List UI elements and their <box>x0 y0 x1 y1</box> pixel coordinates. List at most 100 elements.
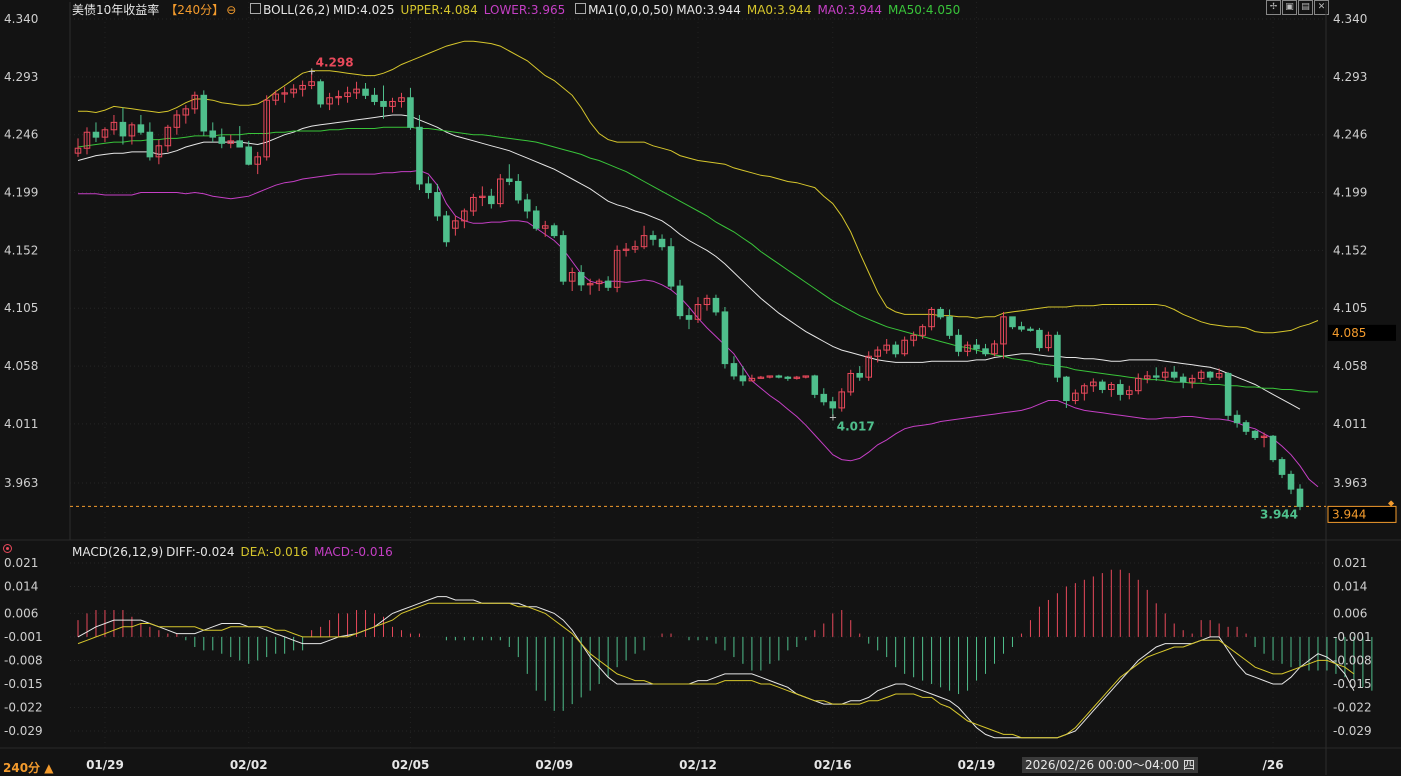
candle-body <box>559 235 567 282</box>
candle-body <box>1027 328 1034 331</box>
candle-body <box>1045 334 1052 349</box>
boll-mid: MID:4.025 <box>333 3 395 17</box>
candle-body <box>964 344 971 352</box>
macd-label: MACD(26,12,9) <box>72 545 164 559</box>
candle <box>236 126 244 148</box>
candle-body <box>973 344 980 350</box>
candle-body <box>182 108 190 116</box>
candle <box>739 366 747 386</box>
candle <box>712 294 720 316</box>
candle-body <box>389 100 396 107</box>
candle <box>1117 379 1124 401</box>
upper-price-tag-text: 4.085 <box>1332 326 1366 340</box>
candle <box>317 79 324 108</box>
candle <box>694 297 702 323</box>
candle-body <box>1099 381 1106 390</box>
candle-body <box>479 195 486 198</box>
ma1-label: MA1(0,0,0,50) <box>588 3 674 17</box>
candle <box>353 81 360 99</box>
candle <box>200 90 208 136</box>
candle-body <box>1000 316 1007 345</box>
period-tag[interactable]: 【240分】 <box>165 3 225 17</box>
candle <box>1233 410 1241 428</box>
candle <box>640 225 648 250</box>
candle-body <box>164 126 172 147</box>
crosshair-time-text: 2026/02/26 00:00～04:00 四 <box>1025 758 1195 772</box>
ma50-value: MA50:4.050 <box>888 3 961 17</box>
candle <box>155 139 163 165</box>
candle-body <box>919 326 926 336</box>
candle-body <box>443 215 450 243</box>
boll-toggle-icon[interactable] <box>250 3 262 14</box>
candle <box>506 164 513 186</box>
period-selector[interactable]: 240分 ▲ <box>3 759 53 776</box>
candle <box>218 128 226 149</box>
candle <box>667 238 675 290</box>
candle <box>497 174 504 208</box>
y-tick-label-right: 4.246 <box>1333 128 1367 142</box>
candle <box>865 351 872 381</box>
candle-body <box>829 401 837 409</box>
candle-body <box>1179 376 1187 383</box>
candle-body <box>1117 384 1124 395</box>
boll-label: BOLL(26,2) <box>263 3 330 17</box>
candle <box>1072 389 1079 405</box>
candle-body <box>1125 390 1133 395</box>
candle <box>83 127 91 155</box>
instrument-title[interactable]: 美债10年收益率 <box>72 3 160 17</box>
candle-body <box>748 377 756 382</box>
candle <box>164 124 172 152</box>
y-tick-label-left: 3.963 <box>4 476 38 490</box>
candle <box>1063 375 1070 408</box>
candle-body <box>766 375 774 378</box>
candle-body <box>901 339 908 355</box>
candle-body <box>1215 372 1223 378</box>
crosshair-time-label: 2026/02/26 00:00～04:00 四 <box>1022 757 1198 773</box>
candle <box>1134 373 1142 395</box>
macd-header: MACD(26,12,9) DIFF:-0.024 DEA:-0.016 MACD:-… <box>72 545 399 559</box>
macd-line-dea <box>77 602 1355 739</box>
candle <box>1269 435 1277 463</box>
y-tick-label-left: 4.058 <box>4 359 38 373</box>
ma-toggle-icon[interactable] <box>575 3 587 14</box>
candle <box>1090 378 1097 392</box>
candle-body <box>497 178 504 205</box>
candle-body <box>595 280 603 285</box>
candle-body <box>425 183 432 194</box>
candle <box>910 331 917 347</box>
macd-y-tick-left: -0.029 <box>4 724 43 738</box>
candle <box>1099 379 1106 394</box>
macd-y-tick-left: 0.021 <box>4 556 38 570</box>
close-icon[interactable]: ✕ <box>1314 0 1329 15</box>
candle <box>1251 430 1259 440</box>
candle <box>173 110 181 135</box>
macd-y-tick-left: -0.008 <box>4 653 43 667</box>
candle-body <box>191 94 199 110</box>
candle <box>92 122 100 143</box>
y-tick-label-right: 3.963 <box>1333 476 1367 490</box>
candle <box>137 115 145 135</box>
settings-icon[interactable]: ⊖ <box>226 3 237 17</box>
candle <box>191 91 199 114</box>
macd-y-tick-left: 0.014 <box>4 580 38 594</box>
candle <box>1045 331 1052 352</box>
candle <box>227 134 235 149</box>
window-icon[interactable]: ▣ <box>1282 0 1297 15</box>
candle-body <box>640 235 648 248</box>
candle-body <box>910 334 917 341</box>
candle <box>586 278 594 295</box>
layout-icon[interactable]: ▤ <box>1298 0 1313 15</box>
candle <box>74 138 82 157</box>
candle-body <box>308 81 315 86</box>
candle-body <box>793 376 801 379</box>
candle-body <box>1251 430 1259 438</box>
macd-settings-icon[interactable] <box>3 544 12 553</box>
candle <box>1260 432 1268 448</box>
candle-body <box>874 349 881 357</box>
x-tick-label: /26 <box>1262 758 1283 772</box>
candle <box>263 95 270 161</box>
candle-body <box>865 355 872 378</box>
candle <box>793 375 801 380</box>
candle-body <box>1287 473 1295 490</box>
